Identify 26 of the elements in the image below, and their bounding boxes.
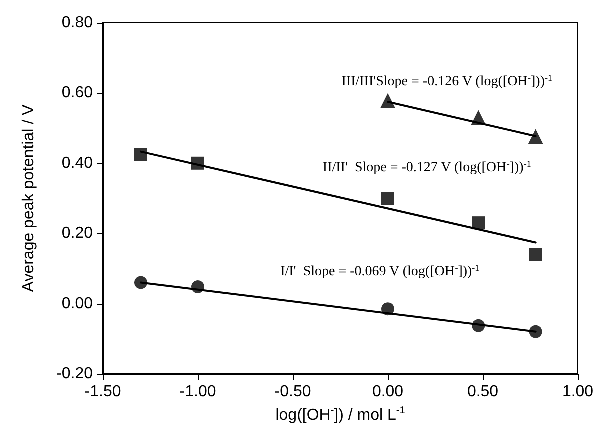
point [529, 248, 542, 262]
x-tick-label: -1.50 [84, 384, 122, 400]
point [134, 148, 148, 162]
x-tick-label: -0.50 [274, 384, 312, 400]
point [380, 93, 396, 108]
point [472, 216, 486, 230]
point [471, 110, 486, 126]
point [192, 280, 204, 294]
y-tick-label: 0.80 [62, 14, 94, 32]
x-tick-label: 0.50 [467, 384, 499, 400]
point [382, 192, 394, 205]
y-tick-label: -0.20 [56, 366, 94, 382]
y-tick-label: 0.00 [62, 295, 94, 312]
y-tick-label: 0.60 [62, 84, 94, 102]
y-tick-label: 0.20 [62, 225, 94, 242]
point [472, 319, 486, 332]
x-tick-label: 0.00 [372, 384, 404, 400]
y-axis-title: Average peak potential / V [20, 104, 38, 292]
point [134, 276, 148, 290]
y-tick-label: 0.40 [62, 154, 94, 172]
point [192, 156, 204, 170]
point [528, 129, 544, 144]
x-tick-label: -1.00 [180, 384, 216, 400]
x-tick-label: 1.00 [562, 384, 594, 400]
point [382, 302, 394, 316]
point [529, 325, 542, 338]
